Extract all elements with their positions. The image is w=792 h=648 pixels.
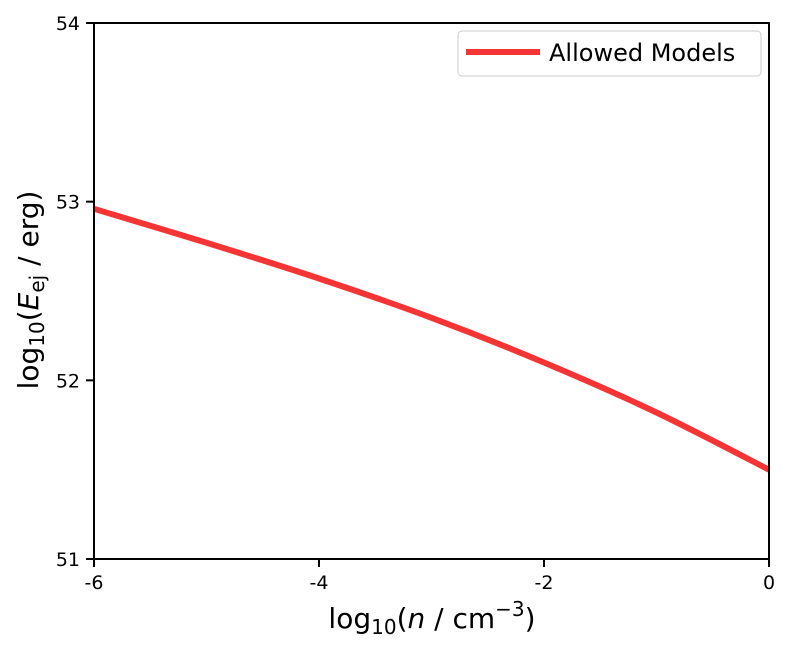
series-line-0 [93, 205, 771, 473]
x-axis-label: log10(n / cm−3) [328, 597, 535, 639]
x-tick-label-0: -6 [85, 572, 104, 594]
y-tick-label-1: 52 [56, 370, 80, 392]
legend-box [457, 30, 762, 77]
y-axis-label: log10(Eej / erg) [12, 191, 49, 390]
y-tick-label-3: 54 [56, 13, 80, 35]
y-tick-label-0: 51 [56, 549, 80, 571]
axes: -6 -4 -2 0 51 52 53 54 [56, 13, 775, 594]
plot-frame [93, 22, 770, 560]
x-tick-label-1: -4 [310, 572, 329, 594]
plot-area [93, 205, 771, 473]
x-tick-label-2: -2 [535, 572, 554, 594]
legend: Allowed Models [457, 30, 762, 77]
x-tick-label-3: 0 [763, 572, 775, 594]
legend-label: Allowed Models [549, 39, 735, 67]
y-tick-label-2: 53 [56, 192, 80, 214]
